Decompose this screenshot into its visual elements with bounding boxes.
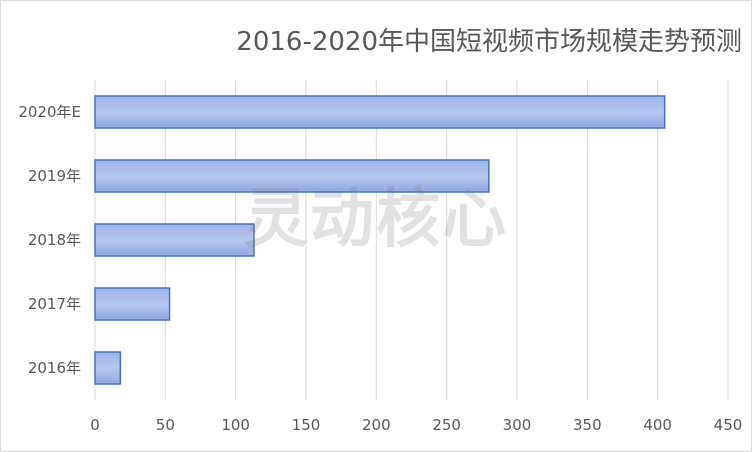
x-tick-label: 250 <box>432 416 461 434</box>
x-tick-label: 400 <box>643 416 672 434</box>
chart-title: 2016-2020年中国短视频市场规模走势预测 <box>236 27 742 57</box>
x-tick-label: 200 <box>362 416 391 434</box>
x-tick-label: 0 <box>90 416 100 434</box>
category-label: 2019年 <box>28 167 81 185</box>
x-tick-label: 350 <box>573 416 602 434</box>
bars <box>94 95 666 385</box>
category-label: 2017年 <box>28 295 81 313</box>
watermark: 灵动核心 <box>244 183 508 257</box>
category-label: 2018年 <box>28 231 81 249</box>
y-axis-categories: 2020年E 2019年 2018年 2017年 2016年 <box>18 103 81 377</box>
x-tick-label: 300 <box>503 416 532 434</box>
category-label: 2020年E <box>18 103 81 121</box>
category-label: 2016年 <box>28 359 81 377</box>
bar-2 <box>94 223 255 257</box>
bar-0 <box>94 95 666 129</box>
x-tick-label: 100 <box>221 416 250 434</box>
x-tick-label: 450 <box>714 416 743 434</box>
bar-1 <box>94 159 490 193</box>
bar-3 <box>94 287 171 321</box>
x-axis-ticks: 0 50 100 150 200 250 300 350 400 450 <box>90 416 742 434</box>
x-tick-label: 150 <box>292 416 321 434</box>
bar-4 <box>94 351 122 385</box>
x-tick-label: 50 <box>156 416 175 434</box>
